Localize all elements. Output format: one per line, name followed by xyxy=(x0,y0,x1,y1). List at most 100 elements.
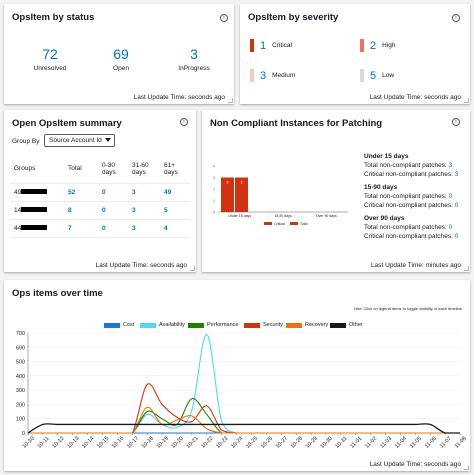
total-patches-value[interactable]: 0 xyxy=(448,224,453,231)
days-61-plus-cell[interactable]: 4 xyxy=(160,219,190,238)
critical-patches-value[interactable]: 0 xyxy=(454,202,459,209)
y-tick-label: 2 xyxy=(213,188,215,192)
severity-high[interactable]: 2 High xyxy=(360,39,396,52)
x-tick-label: 10-22 xyxy=(200,436,214,450)
y-tick-label: 0 xyxy=(22,431,25,437)
severity-swatch xyxy=(360,69,364,82)
total-patches-value[interactable]: 0 xyxy=(448,193,453,200)
stat-value[interactable]: 69 xyxy=(113,46,129,62)
series-line-availability[interactable] xyxy=(28,333,460,434)
severity-value[interactable]: 3 xyxy=(260,69,267,82)
stat-label: InProgress xyxy=(178,65,210,72)
days-31-60-cell[interactable]: 3 xyxy=(128,219,160,238)
series-line-performance[interactable] xyxy=(28,398,460,434)
severity-value[interactable]: 2 xyxy=(370,39,377,52)
info-icon[interactable]: i xyxy=(220,14,228,22)
total-patches-value[interactable]: 3 xyxy=(448,162,453,169)
stat-value[interactable]: 72 xyxy=(42,46,58,62)
x-tick-label: 10-31 xyxy=(334,436,348,450)
y-tick-label: 300 xyxy=(16,388,25,394)
legend-item-performance[interactable]: Performance xyxy=(188,322,239,328)
stat-open[interactable]: 69 Open xyxy=(104,46,138,72)
severity-label: High xyxy=(382,42,396,49)
critical-patches-line: Critical non-compliant patches: 0 xyxy=(364,202,459,209)
group-by-select[interactable]: Source Account Id xyxy=(44,134,115,147)
series-line-security[interactable] xyxy=(28,383,460,434)
severity-medium[interactable]: 3 Medium xyxy=(250,69,295,82)
legend-item-other[interactable]: Other xyxy=(330,322,363,328)
x-tick-label: 10-15 xyxy=(96,436,110,450)
days-61-plus-cell[interactable]: 49 xyxy=(160,183,190,202)
x-tick-label: 11-08 xyxy=(454,436,468,450)
stat-inprogress[interactable]: 3 InProgress xyxy=(172,46,216,72)
group-cell: 14 xyxy=(10,201,64,220)
y-tick-label: 3 xyxy=(213,176,215,180)
days-0-30-cell[interactable]: 0 xyxy=(98,183,128,202)
stat-unresolved[interactable]: 72 Unresolved xyxy=(30,46,70,72)
range-heading: 15-90 days xyxy=(364,184,398,191)
days-0-30-cell[interactable]: 0 xyxy=(98,219,128,238)
severity-value[interactable]: 1 xyxy=(260,39,267,52)
days-0-30-cell[interactable]: 0 xyxy=(98,201,128,220)
x-tick-label: 11-05 xyxy=(409,436,423,450)
resize-handle[interactable] xyxy=(464,465,469,470)
x-tick-label: 10-11 xyxy=(37,436,51,450)
legend-swatch xyxy=(330,322,346,328)
column-header: 0-30 days xyxy=(98,155,128,184)
total-cell[interactable]: 8 xyxy=(64,201,98,220)
critical-patches-line: Critical non-compliant patches: 0 xyxy=(364,233,459,240)
total-cell[interactable]: 7 xyxy=(64,219,98,238)
legend-item-availability[interactable]: Availability xyxy=(140,322,185,328)
column-header: 61+ days xyxy=(160,155,190,184)
legend-label: Critical xyxy=(274,222,285,226)
total-patches-line: Total non-compliant patches: 3 xyxy=(364,162,453,169)
group-cell: 49 xyxy=(10,183,64,202)
column-header: 31-60 days xyxy=(128,155,160,184)
info-icon[interactable]: i xyxy=(452,14,460,22)
critical-patches-value[interactable]: 3 xyxy=(454,171,459,178)
days-31-60-cell[interactable]: 3 xyxy=(128,201,160,220)
resize-handle[interactable] xyxy=(190,266,195,271)
x-tick-label: 10-27 xyxy=(275,436,289,450)
days-61-plus-cell[interactable]: 5 xyxy=(160,201,190,220)
bar-data-label: 3 xyxy=(241,181,243,185)
info-icon[interactable]: i xyxy=(452,118,460,126)
x-tick-label: 10-23 xyxy=(215,436,229,450)
x-tick-label: 10-26 xyxy=(260,436,274,450)
resize-handle[interactable] xyxy=(228,98,233,103)
severity-value[interactable]: 5 xyxy=(370,69,377,82)
last-update-time: Last Update Time: seconds ago xyxy=(369,461,461,468)
critical-patches-value[interactable]: 0 xyxy=(454,233,459,240)
ops-over-time-card: Ops items over time Hint: Click on legen… xyxy=(4,280,470,471)
legend-item-security[interactable]: Security xyxy=(244,322,283,328)
x-tick-label: 11-06 xyxy=(424,436,438,450)
resize-handle[interactable] xyxy=(464,266,469,271)
resize-handle[interactable] xyxy=(464,98,469,103)
legend-item-recovery[interactable]: Recovery xyxy=(286,322,328,328)
patch-bar xyxy=(221,177,234,212)
severity-swatch xyxy=(250,69,254,82)
severity-low[interactable]: 5 Low xyxy=(360,69,394,82)
column-header: Total xyxy=(64,155,98,184)
series-line-other[interactable] xyxy=(27,423,460,434)
column-header: Groups xyxy=(10,155,64,184)
y-tick-label: 700 xyxy=(16,331,25,337)
days-31-60-cell[interactable]: 3 xyxy=(128,183,160,202)
x-tick-label: 10-14 xyxy=(81,436,95,450)
redacted-block xyxy=(21,225,48,231)
stat-value[interactable]: 3 xyxy=(190,46,198,62)
severity-card-title: OpsItem by severity xyxy=(248,12,339,23)
total-cell[interactable]: 52 xyxy=(64,183,98,202)
legend-item-cost[interactable]: Cost xyxy=(104,322,134,328)
series-line-recovery[interactable] xyxy=(28,406,460,434)
last-update-time: Last Update Time: minutes ago xyxy=(371,262,461,269)
severity-critical[interactable]: 1 Critical xyxy=(250,39,292,52)
x-tick-label: 11-03 xyxy=(379,436,393,450)
legend-swatch xyxy=(140,322,156,328)
info-icon[interactable]: i xyxy=(180,118,188,126)
stat-label: Open xyxy=(113,65,129,72)
group-by-label: Group By xyxy=(12,138,40,145)
last-update-time: Last Update Time: seconds ago xyxy=(369,94,461,101)
y-tick-label: 4 xyxy=(213,165,215,169)
legend-label: Availability xyxy=(159,322,185,328)
